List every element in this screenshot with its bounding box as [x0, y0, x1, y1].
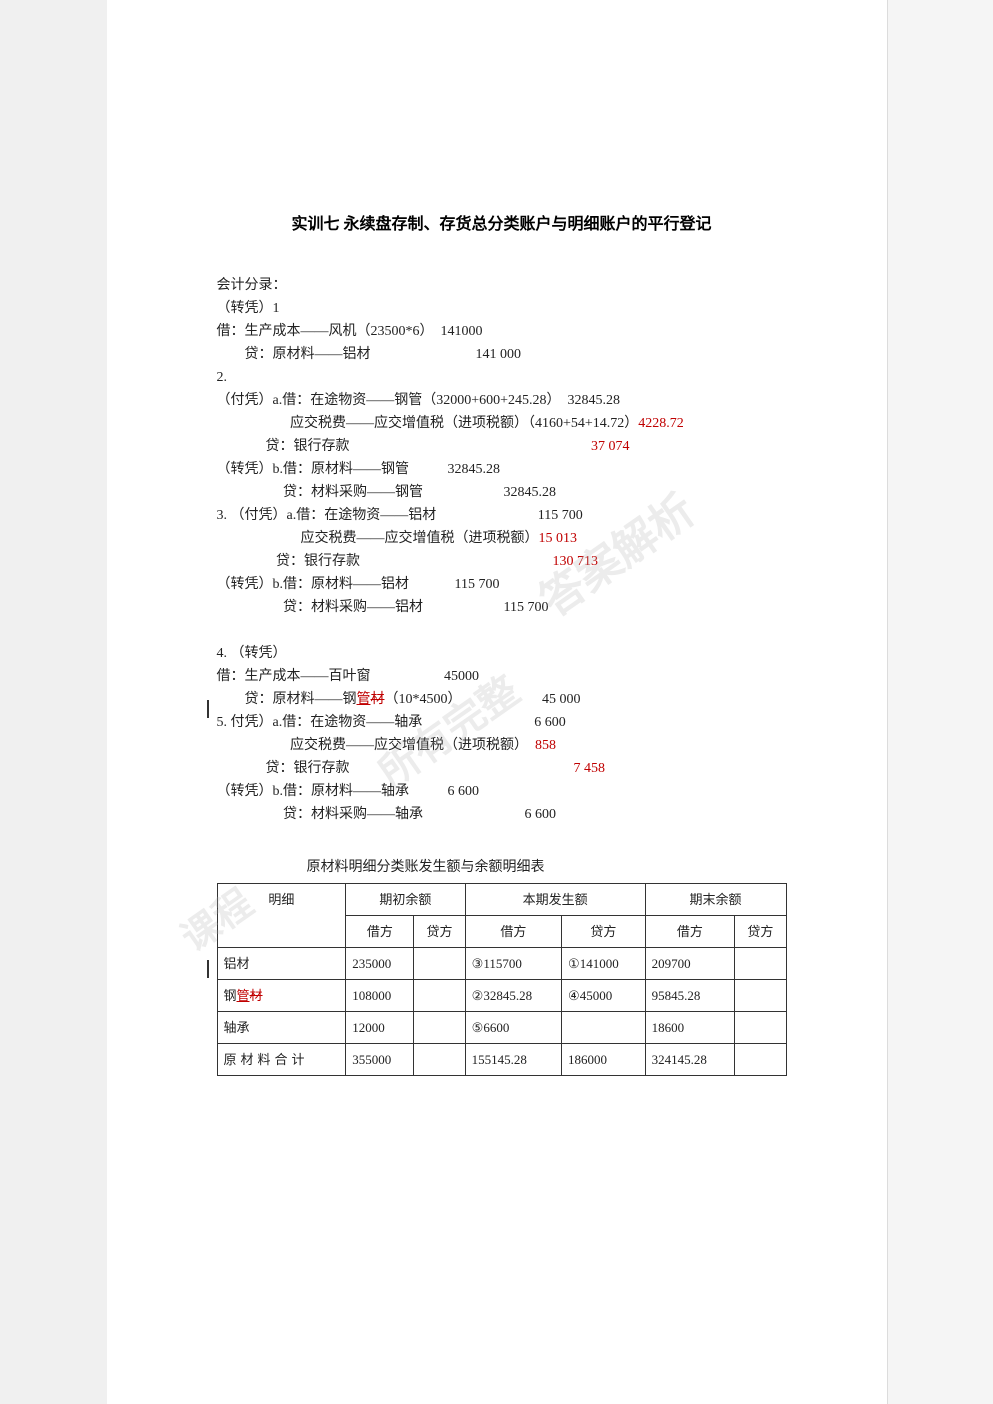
col-ending: 期末余额: [645, 884, 786, 916]
entry-line: （转凭）b.借：原材料——钢管 32845.28: [217, 458, 787, 481]
cell: [735, 1044, 786, 1076]
deleted-text: 材: [371, 692, 385, 707]
table-caption: 原材料明细分类账发生额与余额明细表: [307, 856, 787, 879]
col-cr: 贷方: [735, 916, 786, 948]
section-label: 会计分录：: [217, 274, 787, 297]
inserted-text: 管: [357, 692, 371, 707]
table-row: 铝材 235000 ③115700 ①141000 209700: [217, 948, 786, 980]
cell: [414, 980, 465, 1012]
cell: ①141000: [562, 948, 646, 980]
entry-line: 应交税费——应交增值税（进项税额）15 013: [217, 527, 787, 550]
red-amount: 37 074: [591, 439, 630, 454]
entry-4-label: 4. （转凭）: [217, 642, 787, 665]
entry-line: 应交税费——应交增值税（进项税额） 858: [217, 734, 787, 757]
col-dr: 借方: [645, 916, 735, 948]
cell: 108000: [346, 980, 414, 1012]
detail-table: 明细 期初余额 本期发生额 期末余额 借方 贷方 借方 贷方 借方 贷方 铝材 …: [217, 883, 787, 1076]
document-title: 实训七 永续盘存制、存货总分类账户与明细账户的平行登记: [217, 210, 787, 234]
red-amount: 130 713: [553, 554, 599, 569]
entry-text: 贷：银行存款: [217, 761, 574, 776]
entry-line: 贷：材料采购——铝材 115 700: [217, 596, 787, 619]
red-amount: 4228.72: [638, 416, 684, 431]
entry-line: 贷：材料采购——钢管 32845.28: [217, 481, 787, 504]
cell-name: 钢管材: [217, 980, 346, 1012]
entry-text: 应交税费——应交增值税（进项税额）: [217, 738, 536, 753]
cell: ②32845.28: [465, 980, 561, 1012]
cell: ⑤6600: [465, 1012, 561, 1044]
red-amount: 7 458: [574, 761, 606, 776]
entry-line: 贷：材料采购——轴承 6 600: [217, 803, 787, 826]
deleted-text: 材: [250, 988, 263, 1003]
entry-line: （转凭）b.借：原材料——轴承 6 600: [217, 780, 787, 803]
col-dr: 借方: [465, 916, 561, 948]
page-right-margin: [887, 0, 993, 1404]
red-amount: 15 013: [539, 531, 578, 546]
cell: 95845.28: [645, 980, 735, 1012]
revision-mark-bar: [207, 700, 209, 718]
cell: [735, 1012, 786, 1044]
entry-line: 贷：银行存款 130 713: [217, 550, 787, 573]
cell: [735, 980, 786, 1012]
entry-text: 贷：银行存款: [217, 554, 553, 569]
cell-name: 原材料合计: [217, 1044, 346, 1076]
entry-line: 贷：原材料——铝材 141 000: [217, 343, 787, 366]
table-header-row: 明细 期初余额 本期发生额 期末余额: [217, 884, 786, 916]
entry-text: 贷：原材料——钢: [217, 692, 357, 707]
cell: ③115700: [465, 948, 561, 980]
cell: [735, 948, 786, 980]
entry-5-label: 5. 付凭）a.借：在途物资——轴承 6 600: [217, 711, 787, 734]
col-cr: 贷方: [562, 916, 646, 948]
col-dr: 借方: [346, 916, 414, 948]
entry-line: 贷：原材料——钢管材（10*4500） 45 000: [217, 688, 787, 711]
document-body: 会计分录： （转凭）1 借：生产成本——风机（23500*6） 141000 贷…: [217, 274, 787, 1076]
cell: ④45000: [562, 980, 646, 1012]
cell: 186000: [562, 1044, 646, 1076]
revision-mark-bar: [207, 960, 209, 978]
col-period: 本期发生额: [465, 884, 645, 916]
entry-2-label: 2.: [217, 366, 787, 389]
cell: 235000: [346, 948, 414, 980]
cell: 18600: [645, 1012, 735, 1044]
cell: 355000: [346, 1044, 414, 1076]
entry-line: 借：生产成本——百叶窗 45000: [217, 665, 787, 688]
entry-line: 贷：银行存款 37 074: [217, 435, 787, 458]
col-detail: 明细: [217, 884, 346, 948]
entry-line: 应交税费——应交增值税（进项税额）（4160+54+14.72）4228.72: [217, 412, 787, 435]
name-pre: 钢: [224, 988, 237, 1003]
blank-line: [217, 619, 787, 642]
table-row: 轴承 12000 ⑤6600 18600: [217, 1012, 786, 1044]
col-opening: 期初余额: [346, 884, 465, 916]
entry-text: 贷：银行存款: [217, 439, 592, 454]
table-row-total: 原材料合计 355000 155145.28 186000 324145.28: [217, 1044, 786, 1076]
cell-name: 轴承: [217, 1012, 346, 1044]
table-row: 钢管材 108000 ②32845.28 ④45000 95845.28: [217, 980, 786, 1012]
cell: [562, 1012, 646, 1044]
entry-text: 应交税费——应交增值税（进项税额）（4160+54+14.72）: [217, 416, 639, 431]
col-cr: 贷方: [414, 916, 465, 948]
cell-name: 铝材: [217, 948, 346, 980]
red-amount: 858: [535, 738, 556, 753]
entry-1-label: （转凭）1: [217, 297, 787, 320]
cell: 155145.28: [465, 1044, 561, 1076]
document-page: 答案解析 所有完整 课程 实训七 永续盘存制、存货总分类账户与明细账户的平行登记…: [107, 0, 887, 1404]
cell: [414, 1044, 465, 1076]
entry-line: （付凭）a.借：在途物资——钢管（32000+600+245.28） 32845…: [217, 389, 787, 412]
entry-text: （10*4500） 45 000: [385, 692, 581, 707]
cell: [414, 1012, 465, 1044]
entry-line: 借：生产成本——风机（23500*6） 141000: [217, 320, 787, 343]
entry-line: 贷：银行存款 7 458: [217, 757, 787, 780]
cell: 324145.28: [645, 1044, 735, 1076]
cell: 12000: [346, 1012, 414, 1044]
entry-3-label: 3. （付凭）a.借：在途物资——铝材 115 700: [217, 504, 787, 527]
inserted-text: 管: [237, 988, 250, 1003]
entry-text: 应交税费——应交增值税（进项税额）: [217, 531, 539, 546]
cell: 209700: [645, 948, 735, 980]
entry-line: （转凭）b.借：原材料——铝材 115 700: [217, 573, 787, 596]
cell: [414, 948, 465, 980]
